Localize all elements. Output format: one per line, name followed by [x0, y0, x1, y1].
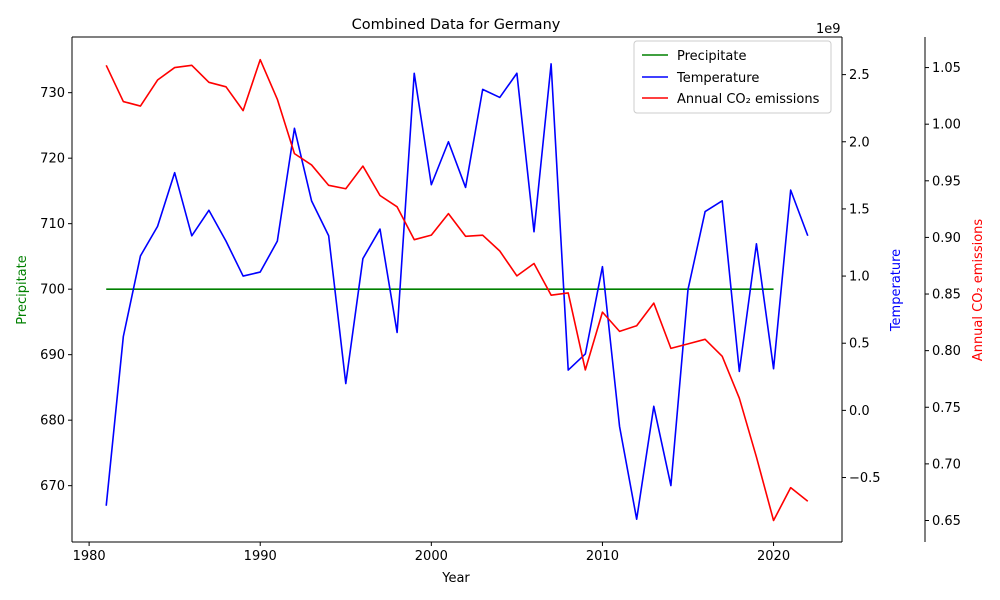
co2-tick-label-4: 0.85 — [932, 288, 961, 303]
x-tick-label-2020: 2020 — [757, 549, 790, 564]
co2-tick-label-7: 1.00 — [932, 118, 961, 133]
co2-tick-label-1: 0.70 — [932, 457, 961, 472]
temp-tick-label-5: 2.0 — [849, 135, 870, 150]
legend-label-co2: Annual CO₂ emissions — [677, 92, 820, 107]
axes-layer: 1980 1990 2000 2010 2020 670 680 690 700 710 720 73… — [40, 36, 961, 564]
precip-tick-label-1: 680 — [40, 414, 65, 429]
x-tick-label-2010: 2010 — [586, 549, 619, 564]
temp-tick-label-2: 0.5 — [849, 337, 870, 352]
legend-box — [633, 40, 832, 114]
precip-tick-label-0: 670 — [40, 479, 65, 494]
temp-tick-label-4: 1.5 — [849, 202, 870, 217]
co2-tick-label-0: 0.65 — [932, 514, 961, 529]
precip-axis-title: Precipitate — [15, 255, 30, 324]
co2-tick-label-8: 1.05 — [932, 61, 961, 76]
chart-title: Combined Data for Germany — [352, 17, 561, 33]
series-line-temp — [105, 63, 809, 520]
x-axis-title: Year — [441, 571, 470, 586]
temp-tick-label-0: −0.5 — [849, 471, 881, 486]
legend: Precipitate Temperature Annual CO₂ emiss… — [633, 40, 832, 114]
temperature-axis-offset-label: 1e9 — [816, 22, 841, 37]
legend-label-temperature: Temperature — [676, 71, 759, 86]
temperature-axis-title: Temperature — [889, 249, 904, 332]
x-tick-label-1990: 1990 — [244, 549, 277, 564]
legend-label-precipitate: Precipitate — [677, 49, 746, 64]
co2-tick-label-6: 0.95 — [932, 174, 961, 189]
co2-axis-title: Annual CO₂ emissions — [971, 219, 986, 362]
co2-tick-label-2: 0.75 — [932, 401, 961, 416]
temp-tick-label-1: 0.0 — [849, 404, 870, 419]
series-layer — [105, 58, 809, 522]
precip-tick-label-2: 690 — [40, 348, 65, 363]
precip-tick-label-5: 720 — [40, 152, 65, 167]
x-tick-label-1980: 1980 — [73, 549, 106, 564]
precip-tick-label-4: 710 — [40, 217, 65, 232]
precip-tick-label-6: 730 — [40, 86, 65, 101]
x-tick-label-2000: 2000 — [415, 549, 448, 564]
co2-tick-label-5: 0.90 — [932, 231, 961, 246]
temp-tick-label-3: 1.0 — [849, 270, 870, 285]
co2-tick-label-3: 0.80 — [932, 344, 961, 359]
series-line-co2 — [105, 58, 809, 522]
temp-tick-label-6: 2.5 — [849, 68, 870, 83]
precip-tick-label-3: 700 — [40, 283, 65, 298]
